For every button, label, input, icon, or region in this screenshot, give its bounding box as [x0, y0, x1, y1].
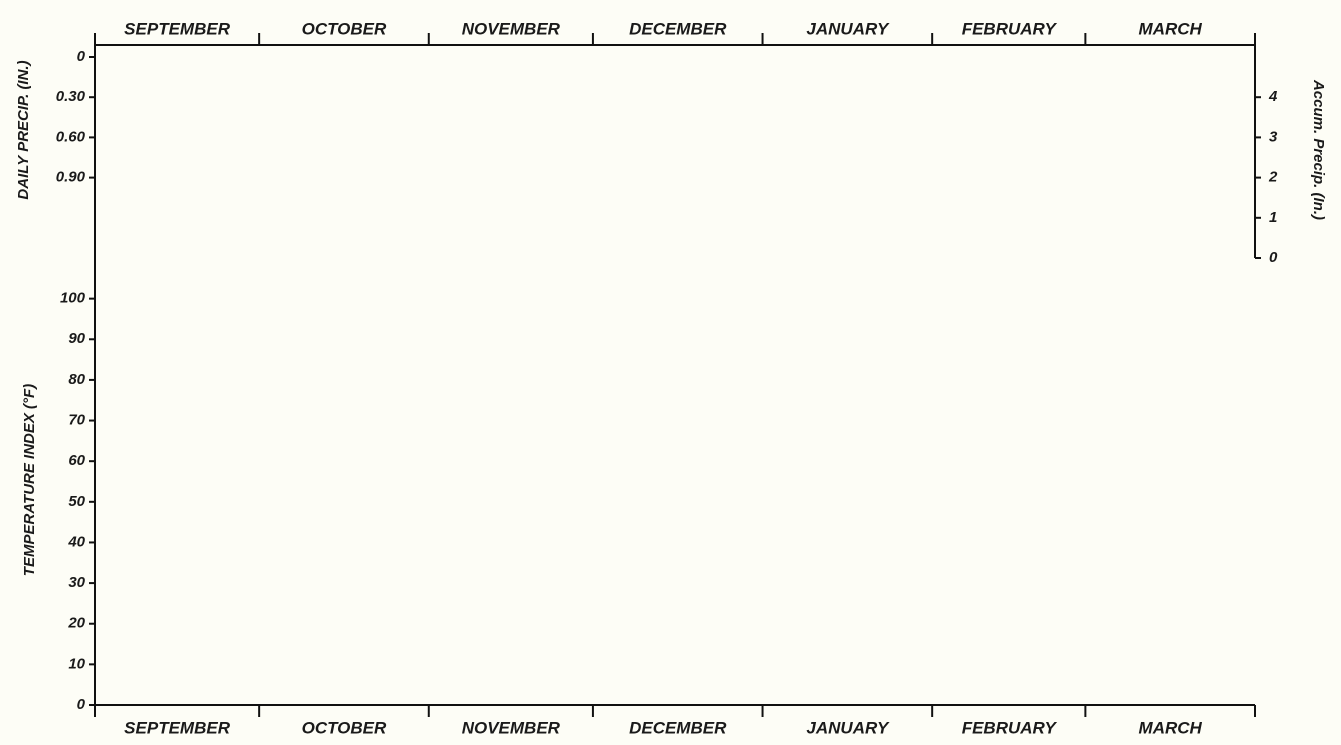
y-tick-label: 10 [68, 655, 85, 672]
y2-tick-label: 0 [1269, 249, 1278, 266]
y-tick-label: 0.60 [56, 128, 86, 145]
month-label: NOVEMBER [462, 718, 561, 737]
month-label: SEPTEMBER [124, 19, 231, 38]
y-tick-label: 100 [60, 290, 86, 307]
month-label: OCTOBER [302, 19, 387, 38]
month-label: MARCH [1139, 19, 1203, 38]
month-label: OCTOBER [302, 718, 387, 737]
month-label: DECEMBER [629, 718, 727, 737]
y2-tick-label: 2 [1268, 169, 1278, 186]
month-label: FEBRUARY [962, 718, 1058, 737]
month-label: DECEMBER [629, 19, 727, 38]
y-tick-label: 30 [68, 574, 85, 591]
axes: SEPTEMBER OCTOBER NOVEMBER DECEMBER JANUARY F… [56, 19, 1278, 737]
y-tick-label: 0 [77, 48, 86, 65]
month-label: JANUARY [806, 19, 890, 38]
y-tick-label: 40 [67, 533, 85, 550]
month-label: NOVEMBER [462, 19, 561, 38]
y-tick-label: 20 [67, 615, 85, 632]
y2-axis-label: Accum. Precip. (In.) [1310, 79, 1327, 220]
y-tick-label: 0 [77, 696, 86, 713]
y-axis-label: TEMPERATURE INDEX (°F) [21, 384, 38, 576]
month-label: FEBRUARY [962, 19, 1058, 38]
month-label: JANUARY [806, 718, 890, 737]
y-tick-label: 0.90 [56, 169, 86, 186]
y2-tick-label: 1 [1269, 209, 1277, 226]
y-axis-label: DAILY PRECIP. (IN.) [15, 60, 32, 199]
y-tick-label: 50 [68, 493, 85, 510]
y-tick-label: 90 [68, 330, 85, 347]
y2-tick-label: 3 [1269, 128, 1278, 145]
y-tick-label: 80 [68, 371, 85, 388]
y-tick-label: 70 [68, 412, 85, 429]
y2-tick-label: 4 [1268, 88, 1278, 105]
y-tick-label: 0.30 [56, 88, 86, 105]
month-label: MARCH [1139, 718, 1203, 737]
month-label: SEPTEMBER [124, 718, 231, 737]
y-tick-label: 60 [68, 452, 85, 469]
